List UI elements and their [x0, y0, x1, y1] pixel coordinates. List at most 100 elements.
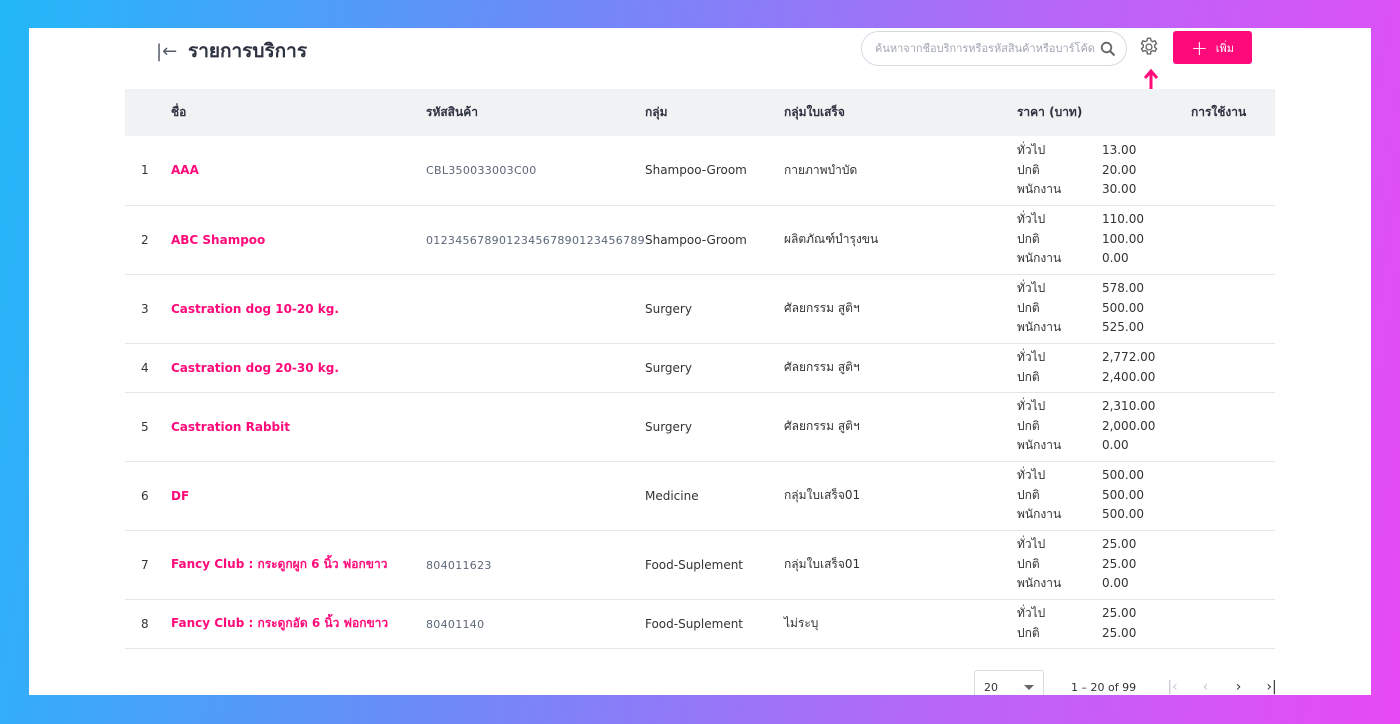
service-name-link[interactable]: Castration dog 20-30 kg. [171, 360, 339, 375]
page-size-select[interactable]: 20 [974, 670, 1044, 695]
price-tier-label: พนักงาน [1016, 438, 1062, 453]
first-page-icon[interactable]: |‹ [1167, 679, 1178, 695]
price-line: ทั่วไป 2,772.00 [1017, 348, 1191, 368]
price-cell: ทั่วไป 2,772.00 ปกติ 2,400.00 [1016, 343, 1191, 393]
price-value: 500.00 [1101, 468, 1144, 483]
service-name-link[interactable]: Castration dog 10-20 kg. [171, 301, 339, 316]
price-line: ปกติ 100.00 [1017, 230, 1191, 250]
col-code[interactable]: รหัสสินค้า [426, 105, 478, 119]
price-cell: ทั่วไป 110.00 ปกติ 100.00 พนักงาน 0.00 [1016, 205, 1191, 275]
product-code: 012345678901234567890123456789 [426, 233, 645, 247]
price-cell: ทั่วไป 13.00 ปกติ 20.00 พนักงาน 30.00 [1016, 136, 1191, 206]
price-tier-label: ทั่วไป [1016, 212, 1046, 227]
price-line: ทั่วไป 110.00 [1017, 210, 1191, 230]
price-line: ปกติ 2,400.00 [1017, 368, 1191, 388]
search-icon[interactable] [1100, 41, 1116, 57]
table-row[interactable]: 6 DF Medicine กลุ่มใบเสร็จ01 ทั่วไป 500.… [125, 461, 1275, 531]
price-line: ปกติ 2,000.00 [1017, 417, 1191, 437]
price-line: พนักงาน 0.00 [1017, 436, 1191, 456]
price-line: ปกติ 20.00 [1017, 161, 1191, 181]
page-title: รายการบริการ [188, 40, 308, 62]
annotation-arrow-icon [1144, 68, 1158, 130]
price-value: 2,310.00 [1101, 399, 1156, 414]
price-value: 25.00 [1101, 625, 1137, 640]
table-row[interactable]: 4 Castration dog 20-30 kg. Surgery ศัลยก… [125, 343, 1275, 393]
service-name-link[interactable]: Fancy Club : กระดูกอัด 6 นิ้ว ฟอกขาว [171, 616, 389, 630]
usage-cell [1190, 461, 1275, 531]
service-name-link[interactable]: AAA [171, 163, 199, 178]
table-row[interactable]: 8 Fancy Club : กระดูกอัด 6 นิ้ว ฟอกขาว 8… [125, 599, 1275, 649]
row-index: 1 [125, 136, 171, 206]
service-name-link[interactable]: Fancy Club : กระดูกผูก 6 นิ้ว ฟอกขาว [171, 557, 388, 571]
price-cell: ทั่วไป 25.00 ปกติ 25.00 [1016, 599, 1191, 649]
col-usage[interactable]: การใช้งาน [1190, 105, 1247, 119]
next-page-icon[interactable]: › [1235, 679, 1242, 695]
price-tier-label: ทั่วไป [1016, 399, 1046, 414]
price-line: พนักงาน 0.00 [1017, 249, 1191, 269]
price-value: 0.00 [1101, 438, 1129, 453]
receipt-group: ผลิตภัณฑ์บำรุงขน [783, 205, 1017, 275]
last-page-icon[interactable]: ›| [1266, 679, 1277, 695]
price-line: ปกติ 500.00 [1017, 299, 1191, 319]
row-index: 4 [125, 343, 171, 393]
table-row[interactable]: 5 Castration Rabbit Surgery ศัลยกรรม สูต… [125, 392, 1275, 462]
usage-cell [1190, 392, 1275, 462]
price-tier-label: ทั่วไป [1016, 537, 1046, 552]
add-button-label: เพิ่ม [1215, 41, 1235, 55]
price-value: 2,772.00 [1101, 350, 1156, 364]
row-index: 8 [125, 599, 171, 649]
price-cell: ทั่วไป 500.00 ปกติ 500.00 พนักงาน 500.00 [1016, 461, 1191, 531]
price-cell: ทั่วไป 578.00 ปกติ 500.00 พนักงาน 525.00 [1016, 274, 1191, 344]
price-value: 578.00 [1101, 281, 1144, 296]
price-value: 2,400.00 [1101, 369, 1156, 384]
price-value: 100.00 [1101, 231, 1144, 246]
product-code: CBL350033003C00 [426, 164, 537, 178]
pagination: 20 1 – 20 of 99 |‹ ‹ › ›| [974, 670, 1288, 695]
receipt-group: ศัลยกรรม สูติฯ [783, 343, 1017, 393]
price-line: ปกติ 25.00 [1017, 624, 1191, 644]
usage-cell [1190, 274, 1275, 344]
back-to-start-icon[interactable]: |← [156, 40, 178, 62]
service-name-link[interactable]: ABC Shampoo [171, 232, 266, 247]
col-price[interactable]: ราคา (บาท) [1016, 105, 1083, 119]
col-name[interactable]: ชื่อ [171, 105, 187, 119]
receipt-group: กายภาพบำบัด [783, 136, 1017, 206]
search-box[interactable] [861, 31, 1127, 66]
col-receipt-group[interactable]: กลุ่มใบเสร็จ [783, 105, 845, 119]
price-tier-label: ปกติ [1016, 369, 1040, 384]
service-name-link[interactable]: Castration Rabbit [171, 419, 290, 434]
price-value: 30.00 [1101, 182, 1137, 196]
table-row[interactable]: 3 Castration dog 10-20 kg. Surgery ศัลยก… [125, 274, 1275, 344]
price-tier-label: พนักงาน [1016, 251, 1062, 266]
group: Food-Suplement [644, 530, 784, 600]
add-button[interactable]: + เพิ่ม [1173, 31, 1252, 64]
service-name-link[interactable]: DF [171, 488, 190, 503]
search-input[interactable] [875, 42, 1100, 55]
table-header-row: ชื่อ รหัสสินค้า กลุ่ม กลุ่มใบเสร็จ ราคา … [125, 89, 1275, 136]
col-index [125, 89, 171, 136]
prev-page-icon[interactable]: ‹ [1202, 679, 1209, 695]
price-tier-label: ทั่วไป [1016, 281, 1046, 296]
price-line: ทั่วไป 25.00 [1017, 535, 1191, 555]
table-row[interactable]: 1 AAA CBL350033003C00 Shampoo-Groom กายภ… [125, 136, 1275, 206]
header: |← รายการบริการ [156, 36, 307, 66]
price-line: พนักงาน 0.00 [1017, 574, 1191, 594]
table-body: 1 AAA CBL350033003C00 Shampoo-Groom กายภ… [125, 136, 1275, 649]
receipt-group: ไม่ระบุ [783, 599, 1017, 649]
price-line: พนักงาน 30.00 [1017, 180, 1191, 200]
row-index: 7 [125, 530, 171, 600]
col-group[interactable]: กลุ่ม [644, 105, 668, 119]
row-index: 3 [125, 274, 171, 344]
price-value: 500.00 [1101, 487, 1144, 502]
price-tier-label: ปกติ [1016, 300, 1040, 315]
table-row[interactable]: 2 ABC Shampoo 01234567890123456789012345… [125, 205, 1275, 275]
table-row[interactable]: 7 Fancy Club : กระดูกผูก 6 นิ้ว ฟอกขาว 8… [125, 530, 1275, 600]
usage-cell [1190, 530, 1275, 600]
price-line: พนักงาน 525.00 [1017, 318, 1191, 338]
receipt-group: ศัลยกรรม สูติฯ [783, 392, 1017, 462]
gear-icon[interactable] [1138, 36, 1160, 58]
price-line: ปกติ 500.00 [1017, 486, 1191, 506]
group: Surgery [644, 343, 784, 393]
usage-cell [1190, 599, 1275, 649]
price-tier-label: พนักงาน [1016, 320, 1062, 335]
